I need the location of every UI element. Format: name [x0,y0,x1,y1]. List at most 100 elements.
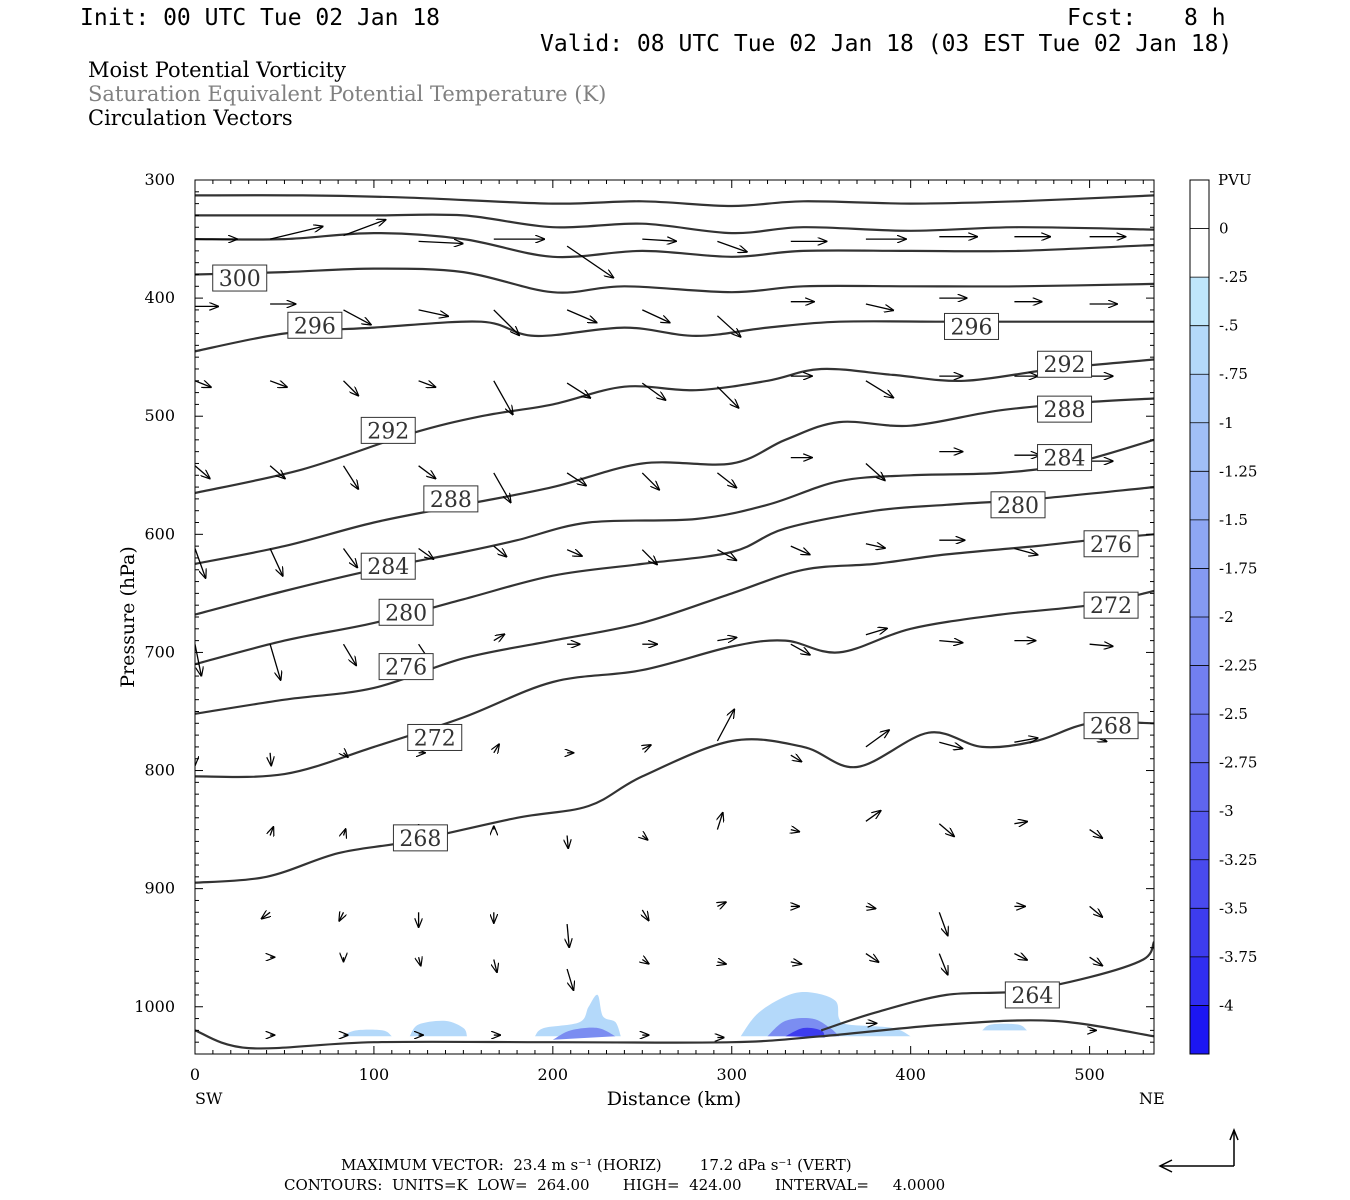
contour-label-text: 268 [399,827,441,852]
circulation-vector [939,641,962,643]
circulation-vector [717,472,736,488]
circulation-vector [418,465,436,479]
title-pv: Moist Potential Vorticity [88,58,346,82]
circulation-vector [344,753,348,757]
circulation-vector [195,644,201,676]
circulation-vector [494,959,497,973]
valid-time: Valid: 08 UTC Tue 02 Jan 18 (03 EST Tue … [540,31,1233,57]
circulation-vector [865,953,879,962]
colorbar-swatch [1190,665,1209,715]
x-tick-label: 0 [190,1065,200,1084]
contour-label: 292 [1037,350,1093,378]
contour-label-text: 272 [414,726,456,751]
colorbar-label: -.25 [1219,268,1248,286]
contour-label-box [1037,395,1093,423]
contour-label-text: 292 [367,419,409,444]
theta-es-contour-264 [195,1019,1154,1050]
circulation-vector [270,752,271,766]
contour-label-box [212,264,268,292]
circulation-vector [790,545,810,554]
contour-label-box [1083,591,1139,619]
contour-label-text: 300 [219,267,261,292]
circulation-vector [642,309,669,323]
contour-label-text: 296 [951,315,993,340]
contour-label: 292 [360,416,416,444]
contour-label-box [1004,981,1060,1009]
contour-label-text: 276 [1090,533,1132,558]
contour-label-box [378,653,434,681]
circulation-vector [493,380,513,415]
circulation-vector [717,549,736,561]
y-tick-label: 600 [144,524,175,543]
circulation-vector [1014,822,1027,824]
contour-label-box [360,552,416,580]
colorbar-units: PVU [1218,171,1252,189]
colorbar-swatch [1190,228,1209,278]
colorbar-swatch [1190,908,1209,958]
circulation-vector [342,465,359,489]
contour-label-box [990,491,1046,519]
y-tick-label: 900 [144,879,175,898]
colorbar-swatch [1190,956,1209,1006]
contour-label: 280 [990,491,1046,519]
circulation-vector [269,380,287,387]
contour-label-box [360,416,416,444]
circulation-vector [566,382,590,398]
y-tick-label: 700 [144,642,175,661]
circulation-vector [717,962,725,964]
circulation-vector [418,547,434,560]
circulation-vector [566,309,596,323]
contour-label: 272 [1083,591,1139,619]
x-axis-title: Distance (km) [607,1088,742,1110]
circulation-vector [269,227,323,240]
circulation-vector [493,634,505,640]
circulation-vector [716,710,734,742]
colorbar-label: -4 [1219,996,1234,1014]
circulation-vector [790,962,802,964]
y-axis-title: Pressure (hPa) [117,546,139,688]
contour-label: 268 [1083,712,1139,740]
colorbar-swatch [1190,422,1209,472]
circulation-vector [1014,738,1037,742]
circulation-vector [790,643,810,655]
pv-shade-region [341,1029,392,1037]
contour-label: 288 [423,485,479,513]
colorbar-label: -3 [1219,802,1234,820]
pv-shade-region [552,1027,616,1040]
colorbar-label: -3.25 [1219,851,1257,869]
contour-label: 300 [212,264,268,292]
colorbar-label: -2.25 [1219,657,1257,675]
circulation-vector [865,811,881,822]
colorbar-label: -1.75 [1219,559,1257,577]
pv-shade-region [785,1027,825,1038]
pv-shade-region [534,994,621,1037]
circulation-vector [865,730,889,748]
colorbar-swatch [1190,762,1209,812]
pv-shading [341,992,1027,1040]
contour-label-text: 280 [997,494,1039,519]
circulation-vector [343,309,371,325]
colorbar-label: 0 [1219,220,1229,238]
circulation-vector [1089,644,1113,646]
circulation-vector [419,957,421,965]
circulation-vector [1014,954,1027,960]
circulation-vector [269,548,283,576]
contour-label-text: 284 [367,555,409,580]
circulation-vector [566,550,582,556]
circulation-vector [642,960,648,964]
circulation-vector [262,912,270,918]
circulation-vector [865,463,885,481]
circulation-vector [195,548,206,578]
y-tick-label: 800 [144,761,175,780]
contour-label-text: 292 [1044,353,1086,378]
theta-es-contour-276 [195,533,1154,715]
theta-es-contour-300 [195,267,1154,294]
contour-label: 276 [1083,530,1139,558]
circulation-vector [344,829,346,835]
circulation-vector [195,465,210,479]
circulation-vector [938,912,947,935]
circulation-vector [493,309,519,335]
theta-es-contour-288 [195,397,1154,565]
circulation-vector [865,303,893,310]
colorbar-swatch [1190,374,1209,424]
